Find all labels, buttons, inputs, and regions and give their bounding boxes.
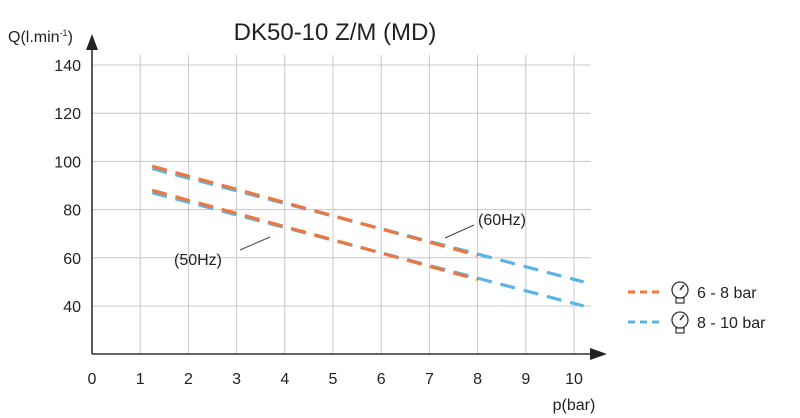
axes — [86, 34, 607, 360]
annotation-leader-50hz — [239, 236, 271, 251]
annotation-leader-60hz — [444, 224, 475, 239]
x-axis-label: p(bar) — [553, 397, 596, 414]
chart-title: DK50-10 Z/M (MD) — [234, 19, 437, 46]
legend-item-6-8-bar: 6 - 8 bar — [628, 281, 757, 304]
y-tick-label: 100 — [54, 154, 81, 171]
x-tick-label: 10 — [565, 371, 583, 388]
series-line-2 — [151, 188, 479, 282]
y-tick-label: 120 — [54, 106, 81, 123]
x-tick-label: 8 — [473, 371, 482, 388]
x-tick-label: 1 — [136, 371, 145, 388]
y-axis-label: Q(l.min-1) — [8, 28, 73, 46]
y-tick-label: 60 — [63, 251, 81, 268]
y-axis-arrow — [86, 34, 98, 50]
grid — [92, 55, 591, 354]
x-axis-arrow — [590, 348, 607, 360]
legend-item-8-10-bar: 8 - 10 bar — [628, 311, 766, 334]
legend: 6 - 8 bar 8 - 10 bar — [628, 281, 766, 334]
x-tick-label: 6 — [377, 371, 386, 388]
y-tick-label: 80 — [63, 203, 81, 220]
x-tick-label: 5 — [329, 371, 338, 388]
x-tick-label: 9 — [521, 371, 530, 388]
annotation-50hz: (50Hz) — [174, 252, 222, 269]
x-tick-label: 4 — [280, 371, 289, 388]
x-tick-label: 0 — [88, 371, 97, 388]
pressure-gauge-icon — [671, 281, 689, 304]
pressure-gauge-icon — [671, 311, 689, 334]
y-tick-label: 140 — [54, 58, 81, 75]
legend-label: 6 - 8 bar — [697, 285, 757, 302]
x-tick-label: 7 — [425, 371, 434, 388]
legend-label: 8 - 10 bar — [697, 315, 766, 332]
annotation-60hz: (60Hz) — [478, 212, 526, 229]
y-tick-label: 40 — [63, 299, 81, 316]
series-line-0 — [151, 164, 479, 257]
x-tick-label: 3 — [232, 371, 241, 388]
x-tick-label: 2 — [184, 371, 193, 388]
